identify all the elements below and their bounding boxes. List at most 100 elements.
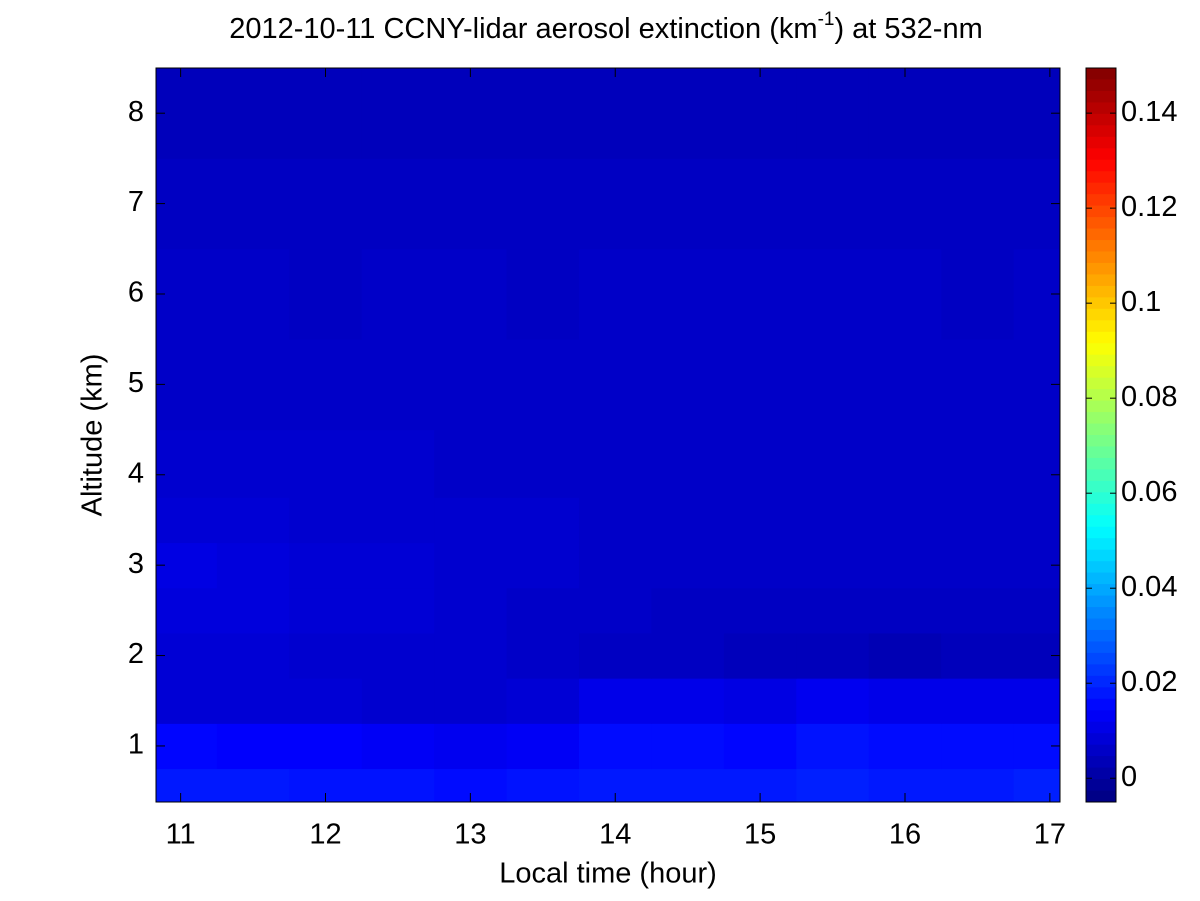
heatmap-cell xyxy=(868,158,942,250)
colorbar-segment xyxy=(1086,148,1116,161)
colorbar-segment xyxy=(1086,68,1116,80)
heatmap-cell xyxy=(289,497,363,544)
heatmap-cell xyxy=(289,158,363,250)
heatmap-cell xyxy=(868,68,942,159)
heatmap-cell xyxy=(941,632,1015,679)
heatmap-cell xyxy=(506,587,580,634)
heatmap-cell xyxy=(796,542,870,589)
heatmap-cell xyxy=(216,542,290,589)
y-axis-label: Altitude (km) xyxy=(77,354,109,517)
colorbar-segment xyxy=(1086,652,1116,665)
y-tick-label: 3 xyxy=(128,548,144,580)
heatmap-cell xyxy=(506,542,580,589)
heatmap-cell xyxy=(723,678,797,724)
heatmap-cell xyxy=(216,158,290,250)
colorbar-segment xyxy=(1086,79,1116,92)
colorbar-segment xyxy=(1086,457,1116,470)
colorbar-segment xyxy=(1086,687,1116,700)
heatmap-cell xyxy=(156,248,218,340)
heatmap-cell xyxy=(506,768,580,803)
x-axis-label: Local time (hour) xyxy=(499,858,717,890)
plot-frame xyxy=(155,67,1061,803)
heatmap-cell xyxy=(941,587,1015,634)
heatmap-cell xyxy=(434,497,508,544)
heatmap-cell xyxy=(579,429,652,498)
colorbar-tick-label: 0.04 xyxy=(1121,571,1177,603)
colorbar-tick-label: 0.1 xyxy=(1121,286,1161,318)
y-tick-label: 6 xyxy=(128,277,144,309)
heatmap-cell xyxy=(579,678,652,724)
heatmap-cell xyxy=(579,632,652,679)
heatmap-cell xyxy=(361,678,435,724)
heatmap-cell xyxy=(651,632,725,679)
heatmap-cell xyxy=(723,542,797,589)
x-tick-label: 11 xyxy=(166,819,196,851)
chart-title: 2012-10-11 CCNY-lidar aerosol extinction… xyxy=(229,9,983,45)
heatmap-cell xyxy=(941,542,1015,589)
heatmap-cell xyxy=(216,678,290,724)
colorbar-segment xyxy=(1086,733,1116,746)
heatmap-cell xyxy=(156,497,218,544)
heatmap-cell xyxy=(361,723,435,770)
heatmap-cell xyxy=(723,587,797,634)
heatmap-cell xyxy=(579,339,652,431)
heatmap-cell xyxy=(156,339,218,431)
heatmap-cell xyxy=(506,632,580,679)
heatmap-cell xyxy=(434,632,508,679)
heatmap-cell xyxy=(1013,678,1061,724)
heatmap-cell xyxy=(434,678,508,724)
heatmap-cell xyxy=(796,632,870,679)
heatmap-cell xyxy=(941,339,1015,431)
heatmap-cell xyxy=(579,542,652,589)
heatmap-cell xyxy=(506,248,580,340)
colorbar-segment xyxy=(1086,251,1116,264)
heatmap-cell xyxy=(941,723,1015,770)
heatmap-cell xyxy=(434,68,508,159)
colorbar-segment xyxy=(1086,320,1116,333)
colorbar-segment xyxy=(1086,767,1116,780)
heatmap-cell xyxy=(1013,768,1061,803)
heatmap-cell xyxy=(434,248,508,340)
colorbar-segment xyxy=(1086,492,1116,505)
heatmap-cell xyxy=(506,429,580,498)
x-tick-label: 13 xyxy=(454,819,486,851)
colorbar-segment xyxy=(1086,549,1116,562)
heatmap-cell xyxy=(289,587,363,634)
colorbar-tick-label: 0.08 xyxy=(1121,381,1177,413)
colorbar-segment xyxy=(1086,125,1116,138)
title-part: ) at 532-nm xyxy=(834,13,982,45)
heatmap-cell xyxy=(868,248,942,340)
colorbar-segment xyxy=(1086,354,1116,367)
heatmap-cell xyxy=(289,723,363,770)
heatmap-cell xyxy=(361,339,435,431)
heatmap-cell xyxy=(579,587,652,634)
colorbar-segment xyxy=(1086,641,1116,654)
heatmap-cell xyxy=(434,339,508,431)
x-tick-label: 16 xyxy=(889,819,921,851)
colorbar-segment xyxy=(1086,675,1116,688)
y-tick-label: 5 xyxy=(128,367,144,399)
heatmap-cell xyxy=(289,678,363,724)
heatmap-cell xyxy=(868,632,942,679)
colorbar-tick-label: 0 xyxy=(1121,761,1137,793)
heatmap-cell xyxy=(216,497,290,544)
title-superscript: -1 xyxy=(818,9,835,30)
heatmap-cell xyxy=(796,723,870,770)
heatmap-cell xyxy=(216,768,290,803)
heatmap-cell xyxy=(723,248,797,340)
heatmap-cell xyxy=(216,723,290,770)
heatmap-cell xyxy=(434,723,508,770)
heatmap-cell xyxy=(156,158,218,250)
heatmap-cell xyxy=(506,158,580,250)
heatmap-cell xyxy=(361,542,435,589)
heatmap-cell xyxy=(216,429,290,498)
heatmap-cell xyxy=(868,542,942,589)
heatmap-cell xyxy=(941,497,1015,544)
heatmap-cell xyxy=(651,723,725,770)
heatmap-cell xyxy=(723,723,797,770)
colorbar-segment xyxy=(1086,607,1116,619)
heatmap-cell xyxy=(156,587,218,634)
heatmap-cell xyxy=(796,497,870,544)
heatmap-cell xyxy=(796,339,870,431)
